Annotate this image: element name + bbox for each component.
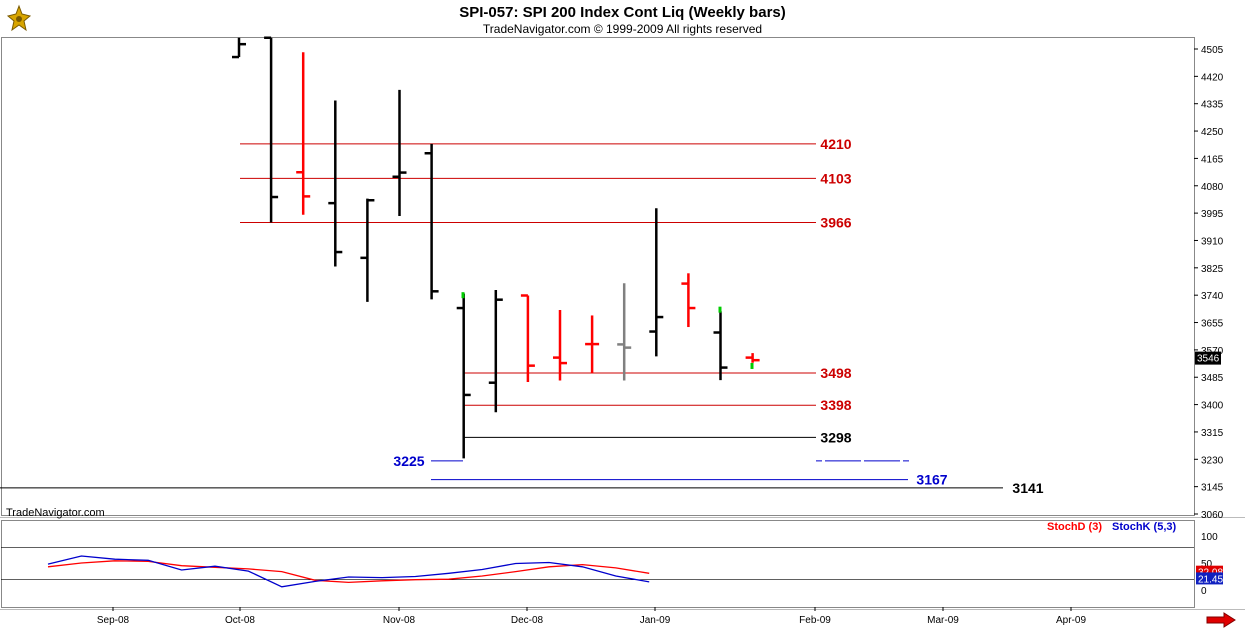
level-label: 4103	[820, 170, 851, 186]
x-axis-tick-label: Sep-08	[97, 615, 130, 626]
price-y-tick-label: 4505	[1201, 45, 1224, 56]
price-y-tick-label: 4080	[1201, 182, 1224, 193]
price-bar	[392, 89, 407, 217]
stochk-readout: 21.45	[1198, 574, 1223, 585]
price-bar	[488, 290, 503, 413]
level-label: 3225	[393, 453, 424, 469]
price-y-tick-label: 4165	[1201, 154, 1224, 165]
price-bar	[264, 36, 279, 223]
trade-navigator-logo-icon	[4, 4, 34, 37]
price-y-tick-label: 3230	[1201, 455, 1224, 466]
x-axis-tick-label: Feb-09	[799, 615, 831, 626]
price-y-tick-label: 3825	[1201, 264, 1224, 275]
price-bar	[681, 273, 696, 328]
price-bar	[649, 208, 664, 357]
stochd-line	[47, 560, 650, 584]
price-bar	[360, 198, 375, 302]
price-y-tick-label: 3740	[1201, 291, 1224, 302]
price-y-tick-label: 4420	[1201, 72, 1224, 83]
price-y-tick-label: 4250	[1201, 127, 1224, 138]
level-label: 3141	[1012, 480, 1043, 496]
legend-stochd: StochD (3)	[1047, 521, 1102, 533]
stoch-y-tick-label: 0	[1201, 586, 1207, 597]
last-price-box	[1195, 351, 1221, 365]
price-y-tick-label: 3315	[1201, 428, 1224, 439]
last-price-label: 3546	[1197, 354, 1220, 365]
price-y-tick-label: 3910	[1201, 236, 1224, 247]
x-axis-tick-label: Apr-09	[1056, 615, 1086, 626]
price-bar	[296, 52, 311, 215]
price-y-tick-label: 3995	[1201, 209, 1224, 220]
stoch-y-tick-label: 50	[1201, 559, 1213, 570]
price-y-tick-label: 3655	[1201, 319, 1224, 330]
price-bar	[553, 309, 567, 381]
x-axis-tick-label: Nov-08	[383, 615, 416, 626]
level-label: 4210	[820, 136, 851, 152]
signal-marker	[461, 292, 465, 299]
price-y-tick-label: 3485	[1201, 373, 1224, 384]
level-label: 3498	[820, 365, 851, 381]
price-panel-frame	[1, 37, 1195, 516]
level-label: 3167	[916, 472, 947, 488]
price-bar	[617, 283, 632, 381]
price-bar	[232, 37, 246, 59]
legend-stochk: StochK (5,3)	[1112, 521, 1177, 533]
price-y-tick-label: 3570	[1201, 346, 1224, 357]
price-bar	[713, 311, 728, 381]
right-arrow-icon[interactable]	[1206, 612, 1236, 633]
price-bar	[424, 143, 439, 300]
stochk-readout-box	[1196, 572, 1223, 585]
stochk-line	[47, 555, 650, 588]
price-bar	[520, 294, 535, 383]
chart-title: SPI-057: SPI 200 Index Cont Liq (Weekly …	[459, 4, 786, 21]
price-y-tick-label: 3145	[1201, 483, 1224, 494]
price-y-tick-label: 3060	[1201, 510, 1224, 521]
price-y-tick-label: 4335	[1201, 100, 1224, 111]
price-bar	[328, 100, 343, 267]
x-axis-tick-label: Dec-08	[511, 615, 544, 626]
price-bar	[745, 353, 760, 363]
chart-subtitle: TradeNavigator.com © 1999-2009 All right…	[482, 22, 763, 36]
x-axis-tick-label: Oct-08	[225, 615, 255, 626]
signal-marker	[718, 306, 722, 313]
price-y-tick-label: 3400	[1201, 401, 1224, 412]
price-bar	[456, 293, 471, 459]
signal-marker	[750, 362, 754, 369]
price-bar	[585, 315, 600, 374]
brand-watermark: TradeNavigator.com	[6, 507, 105, 519]
stoch-panel-frame	[1, 520, 1195, 608]
level-label: 3298	[820, 429, 851, 445]
stoch-y-tick-label: 100	[1201, 532, 1218, 543]
level-label: 3398	[820, 397, 851, 413]
x-axis-tick-label: Jan-09	[640, 615, 671, 626]
level-label: 3966	[820, 214, 851, 230]
x-axis-tick-label: Mar-09	[927, 615, 959, 626]
